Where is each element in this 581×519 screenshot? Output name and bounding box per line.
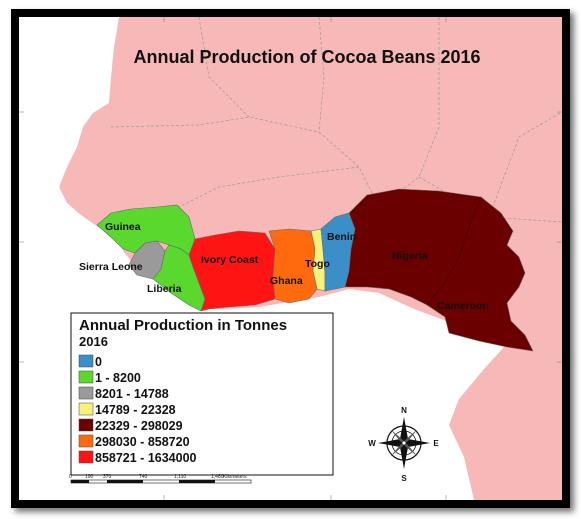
compass-w: W: [368, 439, 376, 448]
label-benin: Benin: [327, 231, 356, 243]
scale-tick-4: 1,110: [174, 474, 186, 480]
label-ivory-coast: Ivory Coast: [201, 254, 259, 266]
legend-label-6: 858721 - 1634000: [95, 451, 197, 465]
compass-e: E: [433, 439, 439, 448]
label-ghana: Ghana: [270, 275, 303, 287]
legend-swatch-5: [78, 434, 94, 448]
legend: Annual Production in Tonnes 2016 0 1 - 82…: [70, 312, 334, 476]
label-guinea: Guinea: [105, 221, 141, 233]
legend-swatch-4: [78, 418, 94, 432]
border-nigeria-cameroon: [426, 196, 482, 306]
legend-label-4: 22329 - 298029: [95, 419, 183, 433]
map-frame: Annual Production of Cocoa Beans 2016 Gu…: [11, 9, 570, 508]
legend-label-5: 298030 - 858720: [95, 435, 190, 449]
compass-rose: N S E W: [368, 406, 439, 483]
scale-unit: Kilometers: [223, 474, 247, 480]
legend-label-2: 8201 - 14788: [95, 387, 169, 401]
scale-tick-0: 0: [69, 474, 72, 480]
scale-bar: 0 190 370 740 1,110 1,480 Kilometers: [69, 474, 252, 484]
scale-tick-3: 740: [139, 474, 148, 480]
legend-swatch-0: [78, 354, 94, 368]
graticule-ticks: [19, 17, 562, 500]
legend-label-3: 14789 - 22328: [95, 403, 176, 417]
scale-tick-1: 190: [85, 474, 94, 480]
legend-label-0: 0: [95, 355, 102, 369]
label-cameroon: Cameroon: [437, 300, 489, 312]
label-sierra-leone: Sierra Leone: [79, 261, 143, 273]
legend-items: 0 1 - 8200 8201 - 14788 14789 - 22328 22329 …: [78, 354, 197, 465]
country-nigeria-cameroon: [344, 188, 534, 352]
map-panel: Annual Production of Cocoa Beans 2016 Gu…: [19, 17, 562, 500]
country-ivory-coast: [188, 230, 276, 312]
legend-swatch-3: [78, 402, 94, 416]
compass-s: S: [401, 474, 407, 483]
map-title: Annual Production of Cocoa Beans 2016: [133, 47, 480, 67]
legend-swatch-1: [78, 370, 94, 384]
legend-title: Annual Production in Tonnes: [79, 317, 287, 334]
legend-label-1: 1 - 8200: [95, 371, 141, 385]
legend-swatch-6: [78, 450, 94, 464]
label-nigeria: Nigeria: [392, 250, 428, 262]
label-liberia: Liberia: [147, 283, 182, 295]
ocean-west: [19, 17, 111, 212]
country-ghana: [268, 228, 318, 304]
legend-subtitle: 2016: [79, 334, 108, 349]
compass-n: N: [401, 406, 407, 415]
scale-tick-5: 1,480: [211, 474, 224, 480]
label-togo: Togo: [305, 258, 330, 270]
scale-tick-2: 370: [103, 474, 112, 480]
legend-swatch-2: [78, 386, 94, 400]
map-svg: Annual Production of Cocoa Beans 2016 Gu…: [19, 17, 562, 500]
legend-box: [70, 312, 334, 476]
